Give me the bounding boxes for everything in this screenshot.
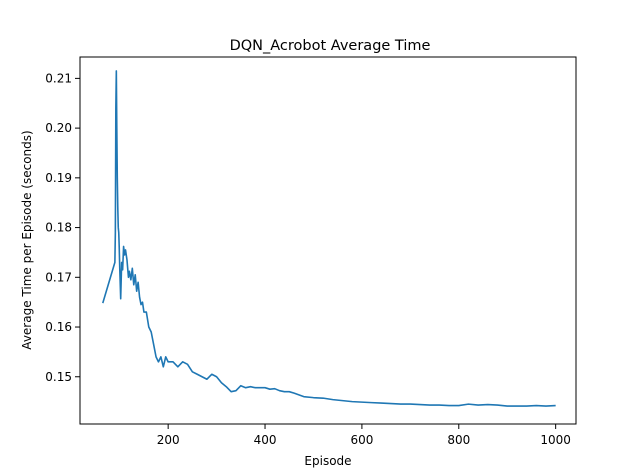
y-tick-label: 0.15 bbox=[45, 370, 72, 384]
plot-frame bbox=[79, 56, 577, 425]
y-tick-label: 0.16 bbox=[45, 320, 72, 334]
series-layer bbox=[102, 70, 556, 407]
x-tick-label: 400 bbox=[254, 433, 277, 447]
series-line bbox=[102, 70, 556, 407]
axes-layer: 200 400 600 800 1000 0.15 0.16 0.17 0.18 0.19 0.20… bbox=[45, 71, 571, 447]
x-axis-label: Episode bbox=[304, 454, 351, 468]
x-tick-label: 1000 bbox=[540, 433, 571, 447]
chart-title: DQN_Acrobot Average Time bbox=[230, 38, 431, 54]
y-tick-label: 0.20 bbox=[45, 121, 72, 135]
y-tick-label: 0.21 bbox=[45, 71, 72, 85]
y-tick-label: 0.17 bbox=[45, 270, 72, 284]
y-tick-label: 0.19 bbox=[45, 171, 72, 185]
x-tick-label: 600 bbox=[350, 433, 373, 447]
x-tick-label: 200 bbox=[157, 433, 180, 447]
x-tick-label: 800 bbox=[447, 433, 470, 447]
y-axis-label: Average Time per Episode (seconds) bbox=[20, 130, 34, 349]
y-tick-label: 0.18 bbox=[45, 221, 72, 235]
